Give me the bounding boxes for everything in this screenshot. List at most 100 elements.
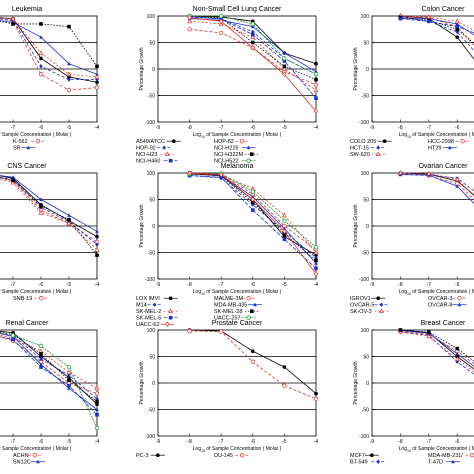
x-axis-label: Log10 of Sample Concentration ( Molar ) [193,132,282,139]
y-axis-label: Percentage Growth [139,204,145,247]
legend-marker [168,308,173,314]
y-axis-label: Percentage Growth [353,204,359,247]
data-point [94,425,100,431]
x-tick-label: -6 [251,282,256,288]
x-tick-label: -6 [39,439,44,445]
data-point [218,171,224,178]
data-point [39,356,43,362]
x-tick-label: -6 [455,282,460,288]
x-tick-label: -4 [95,125,100,131]
legend-label: IGROV1 [350,296,371,302]
series-line [189,174,317,253]
legend-label: SN12C [13,460,31,466]
data-point [398,16,403,21]
panel-melanoma: -9 -8 -7 -6 -5 -4 -100 -50 0 50 100 Melanoma Log10 o… [136,163,318,328]
data-point [313,245,319,250]
data-point [313,249,319,255]
legend-label: SNB-19 [13,296,32,302]
legend-marker [246,315,251,320]
data-point [455,351,459,356]
y-tick-label: -50 [148,407,155,413]
y-tick-label: -100 [145,434,155,440]
data-point [313,87,319,93]
legend-label: M14 [136,303,147,309]
data-point [398,328,403,332]
data-point [251,32,255,37]
x-tick-label: -8 [398,282,403,288]
y-tick-label: 100 [361,14,370,20]
legend-label: A549/ATCC [136,139,165,145]
data-point [95,80,99,85]
legend-label: NCI-H460 [136,159,160,165]
data-point [251,40,255,45]
x-tick-label: -7 [427,439,432,445]
legend-marker [35,139,41,144]
y-tick-label: 50 [149,354,155,360]
data-point [38,343,44,349]
legend-label: OVCAR-3 [428,296,452,302]
legend-label: SR [13,146,21,152]
data-point [11,337,15,342]
panel-title: CNS Cancer [7,163,47,170]
y-tick-label: -100 [145,277,155,283]
data-point [314,96,318,100]
series-line [189,15,317,80]
data-point [426,333,432,339]
data-point [314,69,318,74]
y-tick-label: -50 [362,407,369,413]
data-point [39,204,43,208]
legend-label: COLO 205 [350,139,376,145]
data-point [66,369,72,375]
y-tick-label: -100 [359,277,369,283]
data-point [454,356,460,361]
data-point [10,179,16,185]
data-point [187,18,192,24]
x-tick-label: -6 [251,125,256,131]
panel-title: Leukemia [12,6,42,13]
data-point [95,229,99,233]
data-point [313,72,319,77]
data-point [39,22,43,26]
legend-marker [457,296,462,301]
legend-label: SK-MEL-5 [136,316,161,322]
x-tick-label: -6 [39,282,44,288]
data-point [67,24,71,29]
data-point [314,261,318,265]
legend-label: MCF7 [350,453,365,459]
y-tick-label: -50 [148,93,155,99]
x-tick-label: -5 [67,439,72,445]
series-line [0,334,98,389]
data-point [455,29,459,35]
data-point [454,18,460,24]
data-point [39,352,43,356]
data-point [314,61,318,66]
x-axis-label: Log10 of Sample Concentration ( Molar ) [399,132,474,139]
data-point [39,56,43,61]
data-point [10,333,16,338]
data-point [95,399,99,404]
panel-title: Non-Small Cell Lung Cancer [193,6,282,13]
x-tick-label: -7 [427,282,432,288]
legend-label: PC-3 [136,453,149,459]
legend-marker [165,321,170,327]
series-line [0,20,98,67]
legend-label: K-562 [13,139,28,145]
data-point [38,209,44,215]
data-point [314,258,318,263]
legend-label: UACC-257 [214,316,241,322]
legend-label: HOP-92 [136,146,156,152]
legend-marker [152,302,157,307]
legend-marker [246,158,251,163]
data-point [94,391,100,396]
panel-title: Melanoma [221,163,254,170]
data-point [95,242,99,247]
legend-label: SK-MEL-28 [214,309,242,315]
data-point [282,228,287,235]
y-axis-label: Percentage Growth [353,47,359,90]
legend-marker [451,459,455,464]
data-point [95,413,99,417]
data-point [219,13,224,19]
y-tick-label: 0 [152,67,155,73]
